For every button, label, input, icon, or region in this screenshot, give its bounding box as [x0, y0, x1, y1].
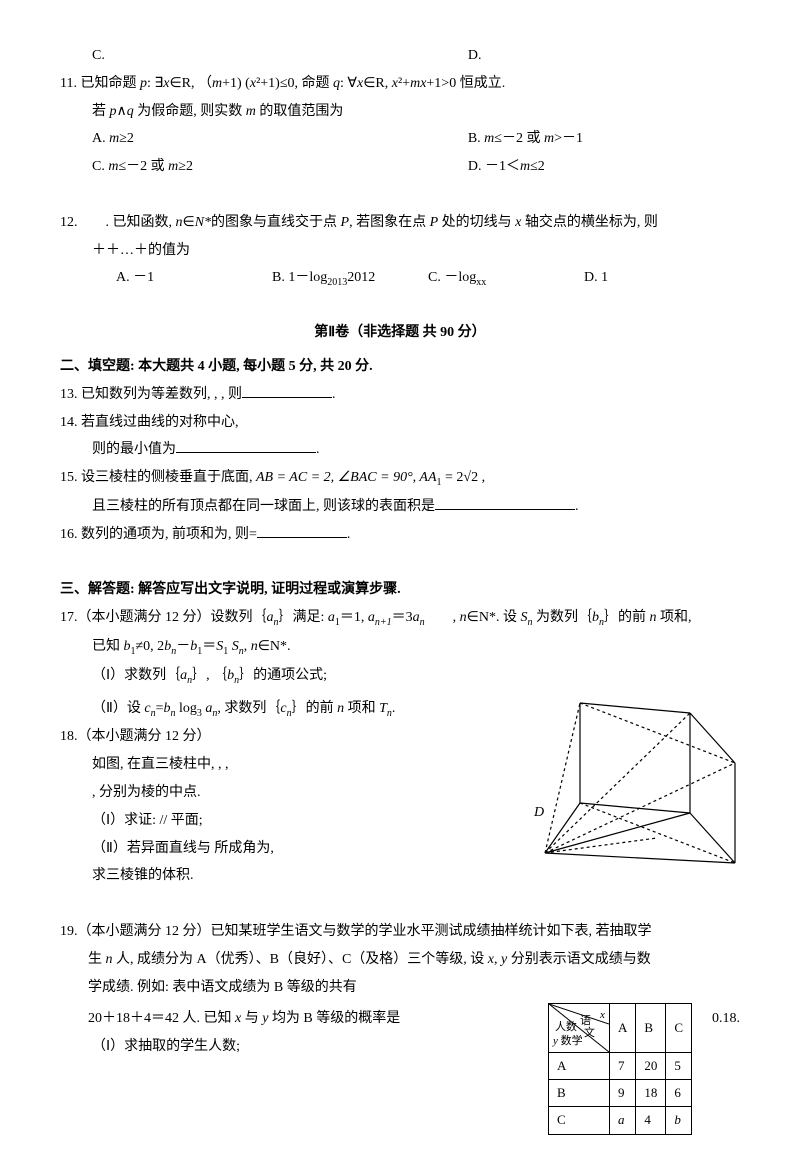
diag-cell: x 语 文 人数 y 数学: [548, 1004, 609, 1053]
q12-line2: ＋＋…＋的值为: [60, 239, 740, 263]
fill-header: 二、填空题: 本大题共 4 小题, 每小题 5 分, 共 20 分.: [60, 355, 740, 379]
q17-p2: （Ⅱ）设 cn=bn log3 an, 求数列｛cn｝的前 n 项和 Tn.: [60, 697, 540, 722]
answer-header: 三、解答题: 解答应写出文字说明, 证明过程或演算步骤.: [60, 578, 740, 602]
grade-table: x 语 文 人数 y 数学 A B C A 7 20 5 B 9 18: [548, 1003, 692, 1134]
q18-l5: （Ⅱ）若异面直线与 所成角为,: [60, 837, 540, 861]
section2-title: 第Ⅱ卷（非选择题 共 90 分）: [60, 321, 740, 345]
table-row: B 9 18 6: [548, 1080, 691, 1107]
q11-opt-c: C. m≤－2 或 m≥2: [92, 155, 468, 179]
q17-p1: （Ⅰ）求数列｛an｝, ｛bn｝的通项公式;: [60, 664, 740, 689]
q19-l2: 生 n 人, 成绩分为 A（优秀）、B（良好）、C（及格）三个等级, 设 x, …: [60, 948, 740, 972]
q19-l3: 学成绩. 例如: 表中语文成绩为 B 等级的共有: [60, 976, 740, 1000]
q11-line2: 若 p∧q 为假命题, 则实数 m 的取值范围为: [60, 100, 740, 124]
col-b: B: [636, 1004, 666, 1053]
q17-l2: 已知 b1≠0, 2bn－b1＝S1 Sn, n∈N*.: [60, 635, 740, 660]
q10-opt-c: C.: [92, 44, 468, 68]
q12-options: A. －1 B. 1－log20132012 C. －logxx D. 1: [60, 266, 740, 291]
q18-l3: , 分别为棱的中点.: [60, 781, 540, 805]
q18-l2: 如图, 在直三棱柱中, , ,: [60, 753, 540, 777]
col-c: C: [666, 1004, 692, 1053]
q11-opt-d: D. －1＜m≤2: [468, 155, 740, 179]
q17-l1: 17.（本小题满分 12 分）设数列｛an｝满足: a1＝1, an+1＝3an…: [60, 606, 740, 631]
q14-l1: 14. 若直线过曲线的对称中心,: [60, 411, 740, 435]
q18-l1: 18.（本小题满分 12 分）: [60, 725, 540, 749]
q11-stem: 11. 已知命题 p: ∃x∈R, （m+1) (x²+1)≤0, 命题 q: …: [60, 72, 740, 96]
prism-label-d: D: [534, 801, 544, 825]
q19-l1: 19.（本小题满分 12 分）已知某班学生语文与数学的学业水平测试成绩抽样统计如…: [60, 920, 740, 944]
q14-l2: 则的最小值为.: [60, 438, 740, 462]
col-a: A: [609, 1004, 635, 1053]
table-row: A 7 20 5: [548, 1053, 691, 1080]
q16: 16. 数列的通项为, 前项和为, 则=.: [60, 523, 740, 547]
prism-figure: D: [540, 693, 740, 882]
q19-l5: （Ⅰ）求抽取的学生人数;: [60, 1035, 540, 1059]
q11-opt-b: B. m≤－2 或 m>－1: [468, 127, 740, 151]
q11-opt-a: A. m≥2: [92, 127, 468, 151]
q18-l4: （Ⅰ）求证: // 平面;: [60, 809, 540, 833]
q10-opt-d: D.: [468, 44, 740, 68]
q12-stem: 12. . 已知函数, n∈N*的图象与直线交于点 P, 若图象在点 P 处的切…: [60, 211, 740, 235]
grade-table-wrap: x 语 文 人数 y 数学 A B C A 7 20 5 B 9 18: [548, 1003, 692, 1134]
q19-val: 0.18.: [712, 1007, 740, 1031]
q18-l6: 求三棱锥的体积.: [60, 864, 540, 888]
q15-l1: 15. 设三棱柱的侧棱垂直于底面, AB = AC = 2, ∠BAC = 90…: [60, 466, 740, 491]
q19-l4: 20＋18＋4＝42 人. 已知 x 与 y 均为 B 等级的概率是: [60, 1007, 540, 1031]
q15-l2: 且三棱柱的所有顶点都在同一球面上, 则该球的表面积是.: [60, 495, 740, 519]
q13: 13. 已知数列为等差数列, , , 则.: [60, 383, 740, 407]
table-row: C a 4 b: [548, 1107, 691, 1134]
